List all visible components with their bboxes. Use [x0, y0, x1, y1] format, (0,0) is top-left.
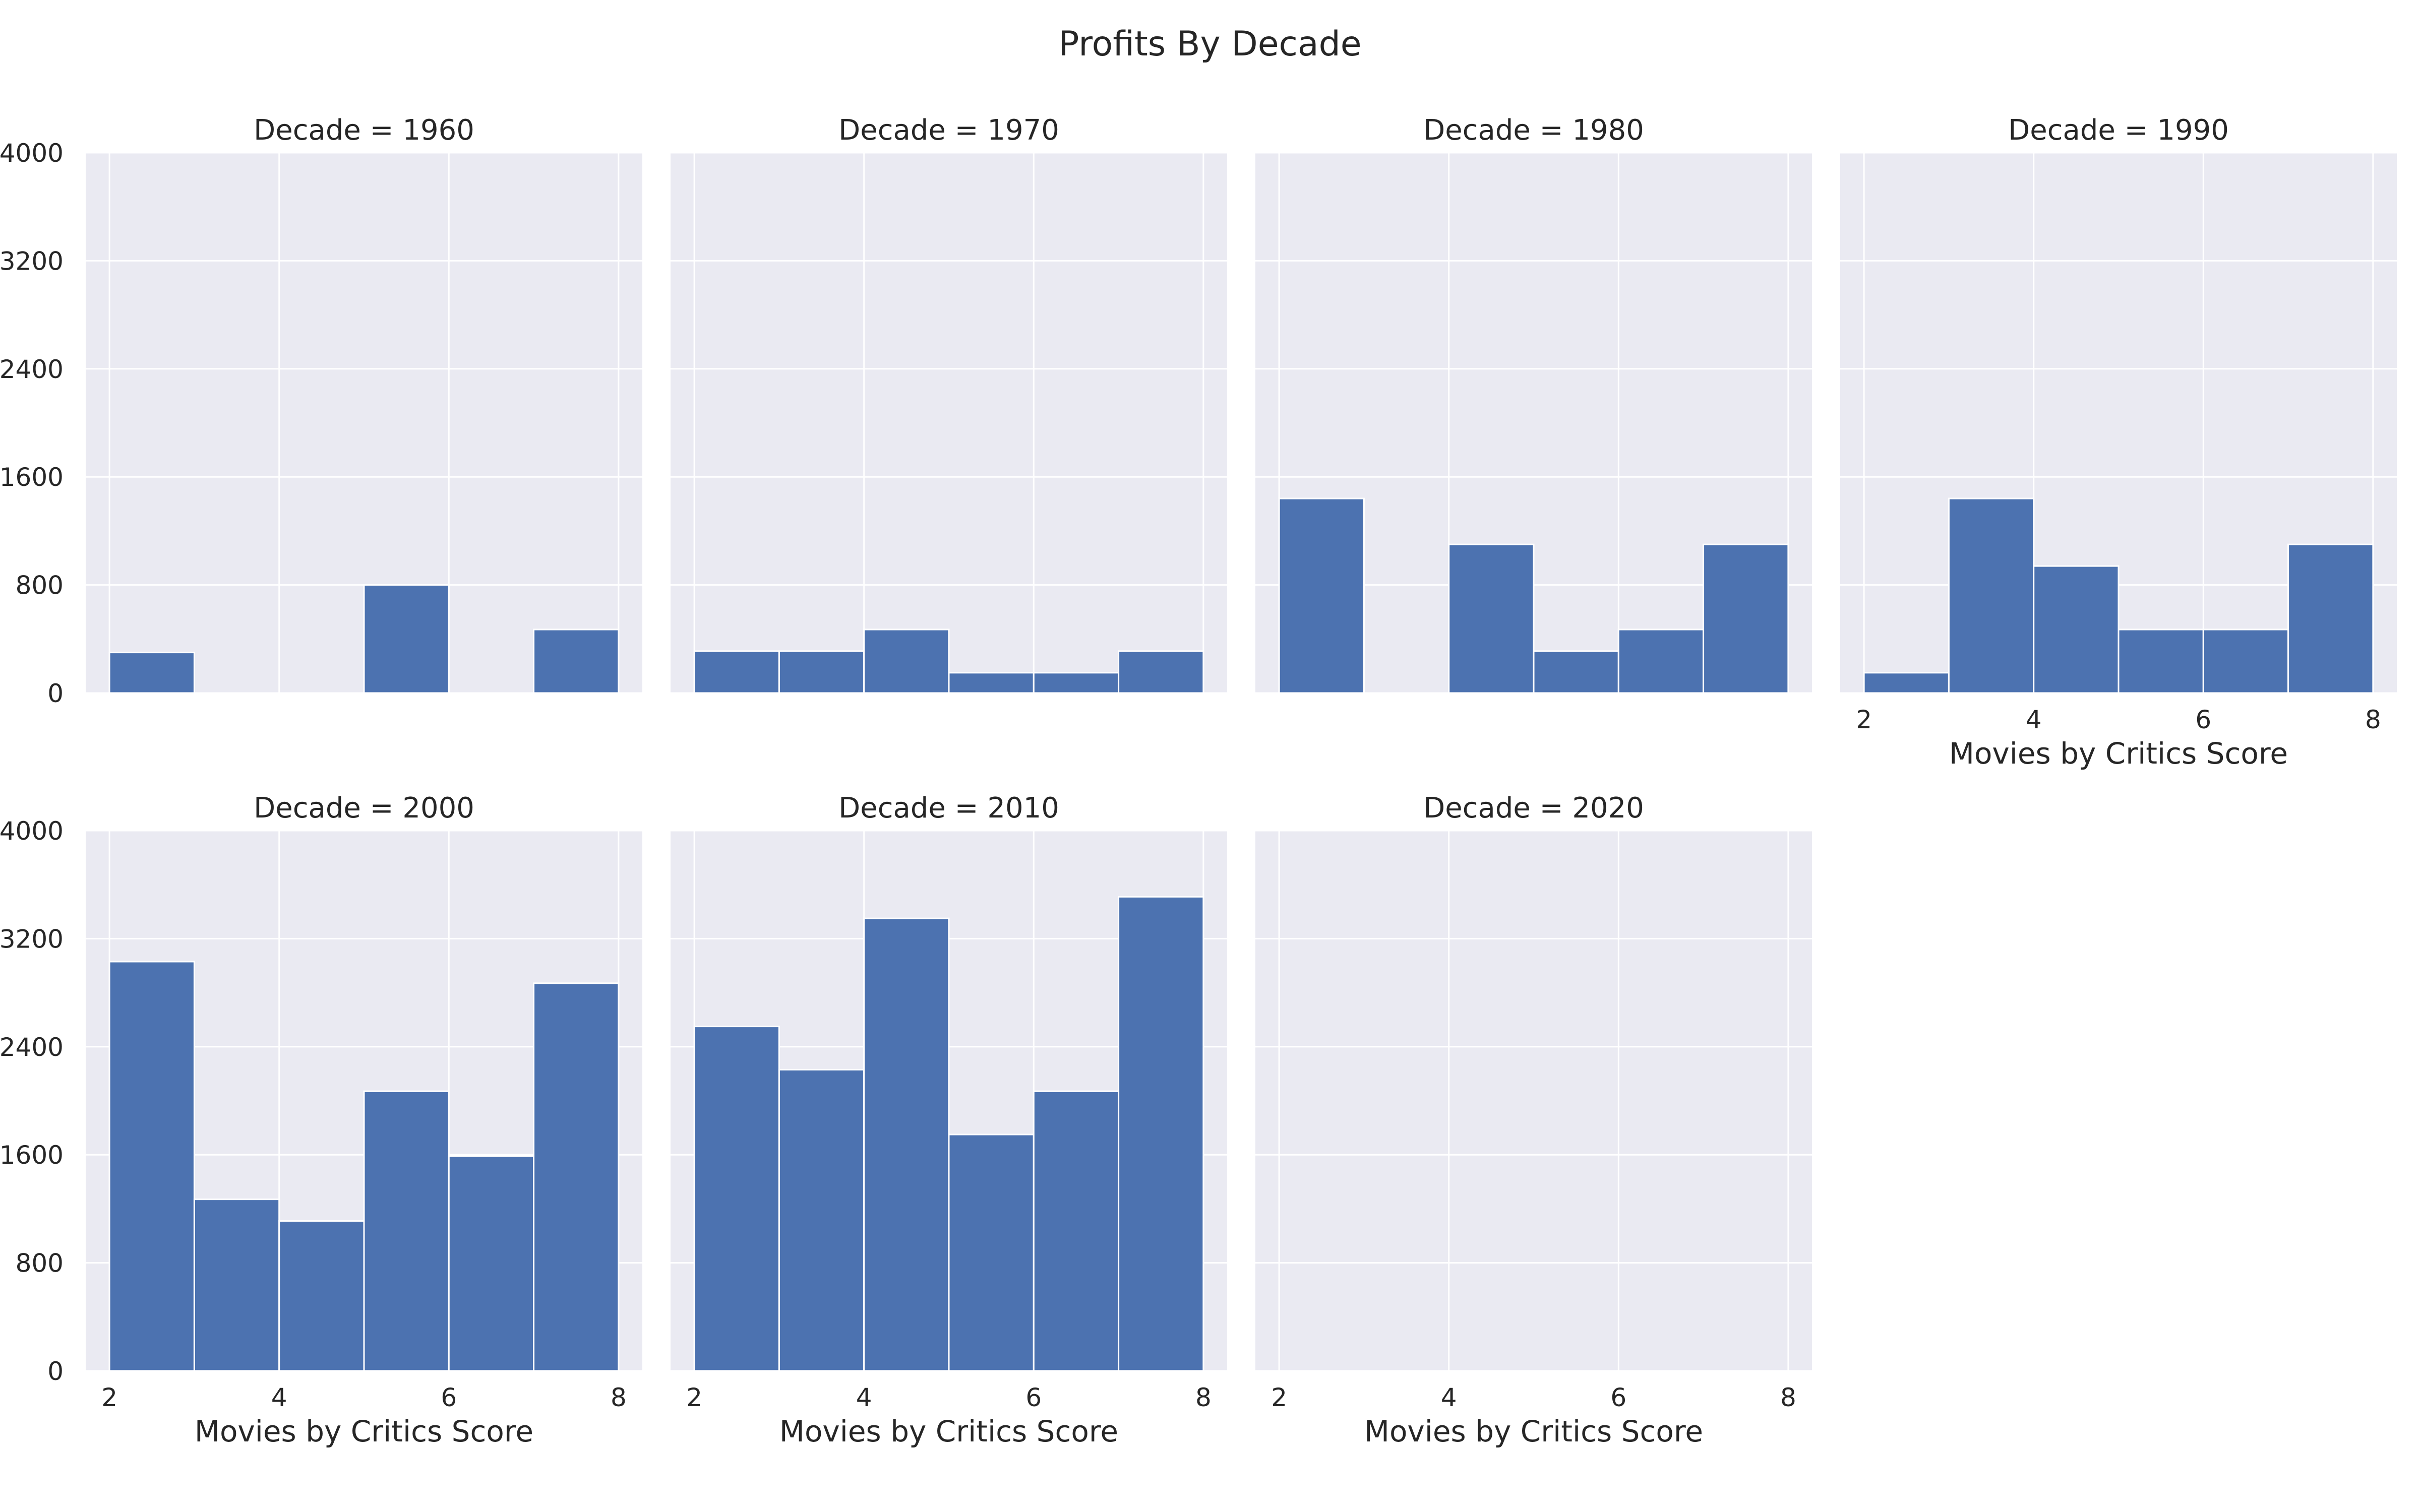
panel-title: Decade = 1970 [838, 114, 1059, 147]
x-axis-label: Movies by Critics Score [779, 1414, 1118, 1448]
x-tick-label: 2 [101, 1383, 117, 1412]
y-tick-label: 3200 [0, 246, 64, 276]
x-tick-label: 8 [2365, 705, 2381, 734]
histogram-bar [2202, 628, 2289, 694]
histogram-bar [193, 1199, 280, 1372]
x-tick-label: 4 [271, 1383, 287, 1412]
histogram-bar [1533, 650, 1619, 694]
facet-panel-2000: Decade = 2000 0 800 1600 2400 3200 4000 2 4 6 8 Mov… [0, 792, 642, 1448]
facet-panel-1980: Decade = 1980 [1255, 114, 1812, 694]
y-tick-label: 800 [16, 1249, 64, 1278]
y-tick-label: 1600 [0, 1141, 64, 1170]
histogram-bar [108, 652, 195, 694]
x-tick-label: 6 [1025, 1383, 1042, 1412]
panel-title: Decade = 2000 [254, 792, 474, 825]
panel-title: Decade = 2020 [1423, 792, 1644, 825]
histogram-bar [1278, 497, 1365, 694]
histogram-bar [1118, 896, 1204, 1372]
y-tick-label: 4000 [0, 816, 64, 846]
facet-panel-1970: Decade = 1970 [671, 114, 1227, 694]
histogram-bar [108, 961, 195, 1372]
y-tick-label: 0 [47, 1357, 64, 1386]
panel-background [1255, 831, 1812, 1371]
panel-title: Decade = 1990 [2008, 114, 2229, 147]
histogram-bar [1617, 628, 1705, 694]
histogram-bar [948, 672, 1035, 694]
x-tick-label: 4 [1441, 1383, 1457, 1412]
x-tick-label: 2 [1856, 705, 1872, 734]
histogram-bar [1863, 672, 1950, 694]
x-tick-label: 8 [611, 1383, 627, 1412]
histogram-bar [533, 982, 620, 1372]
y-tick-label: 2400 [0, 1033, 64, 1062]
histogram-bar [693, 650, 780, 694]
x-tick-label: 4 [2026, 705, 2042, 734]
x-tick-label: 2 [1271, 1383, 1287, 1412]
x-tick-label: 8 [1195, 1383, 1212, 1412]
x-tick-label: 8 [1780, 1383, 1796, 1412]
y-tick-label: 800 [16, 571, 64, 600]
histogram-bar [778, 1068, 865, 1372]
panel-title: Decade = 1960 [254, 114, 474, 147]
histogram-bar [1118, 650, 1204, 694]
facet-panels: Decade = 196008001600240032004000Decade … [0, 114, 2397, 1448]
panel-title: Decade = 2010 [838, 792, 1059, 825]
panel-title: Decade = 1980 [1423, 114, 1644, 147]
histogram-bar [1033, 1090, 1120, 1372]
histogram-bar [448, 1155, 535, 1372]
x-axis-label: Movies by Critics Score [1364, 1414, 1703, 1448]
facet-panel-1960: Decade = 1960 0 800 1600 2400 3200 4000 [0, 114, 642, 708]
histogram-bar [278, 1220, 365, 1372]
facet-panel-2020: Decade = 2020 2 4 6 8 Movies by Critics Score [1255, 792, 1812, 1448]
x-tick-label: 2 [686, 1383, 702, 1412]
histogram-bar [1033, 672, 1120, 694]
y-tick-label: 4000 [0, 139, 64, 168]
x-tick-label: 6 [2195, 705, 2211, 734]
x-axis-label: Movies by Critics Score [1949, 736, 2288, 771]
histogram-bar [693, 1026, 780, 1372]
x-tick-label: 6 [441, 1383, 457, 1412]
histogram-bar [1948, 497, 2035, 694]
histogram-bar [778, 650, 865, 694]
histogram-bar [2033, 565, 2120, 694]
histogram-bar [533, 628, 620, 694]
facet-panel-1990: Decade = 1990 2 4 6 8 Movies by Critics Score [1840, 114, 2397, 771]
x-tick-label: 4 [856, 1383, 872, 1412]
histogram-bar [363, 584, 450, 694]
histogram-bar [2118, 628, 2204, 694]
histogram-bar [1703, 543, 1789, 694]
x-tick-label: 6 [1610, 1383, 1626, 1412]
histogram-bar [863, 628, 950, 694]
y-tick-label: 0 [47, 679, 64, 708]
histogram-bar [363, 1090, 450, 1372]
facet-panel-2010: Decade = 2010 2 4 6 8 Movies by Critics Score [671, 792, 1227, 1448]
histogram-bar [948, 1133, 1035, 1372]
y-tick-label: 1600 [0, 463, 64, 492]
y-tick-label: 3200 [0, 924, 64, 954]
y-tick-label: 2400 [0, 355, 64, 384]
histogram-bar [1448, 543, 1535, 694]
histogram-bar [2287, 543, 2374, 694]
panel-background [671, 153, 1227, 693]
chart-title: Profits By Decade [1058, 24, 1361, 64]
histogram-bar [863, 917, 950, 1372]
x-axis-label: Movies by Critics Score [195, 1414, 533, 1448]
